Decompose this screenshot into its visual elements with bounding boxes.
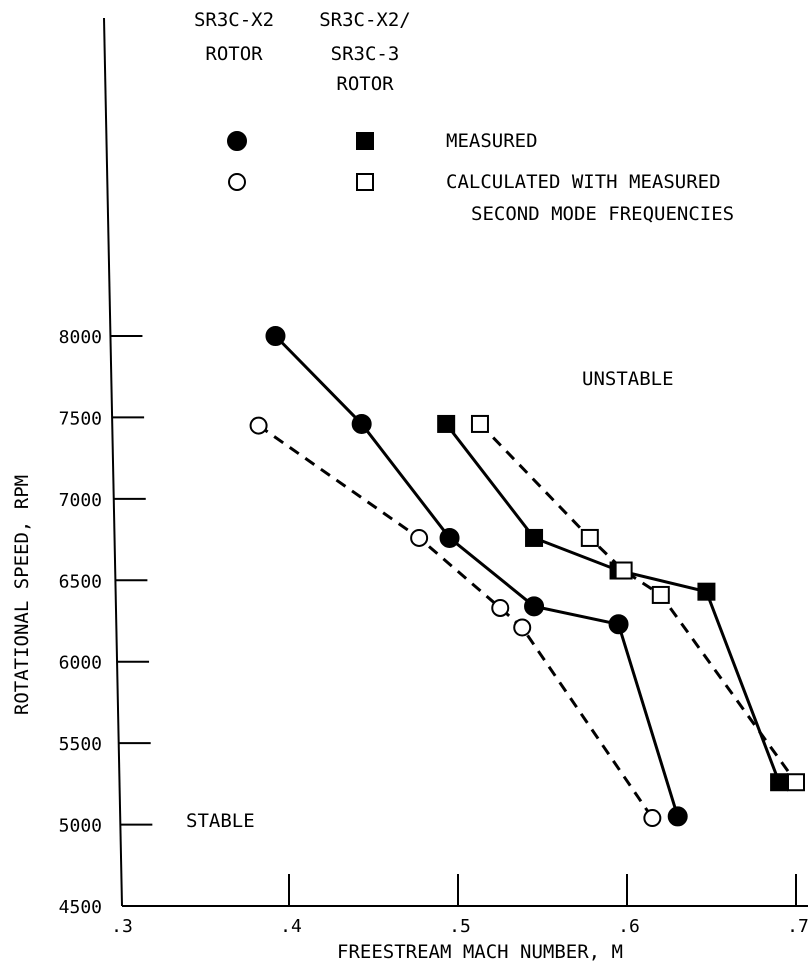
x-tick-label: .4 xyxy=(280,916,302,937)
legend-filled-circle-marker xyxy=(227,131,247,151)
annotation-unstable: UNSTABLE xyxy=(582,368,674,390)
data-point-open-square xyxy=(787,773,805,792)
data-point-filled-square xyxy=(525,528,544,547)
y-tick-label: 7000 xyxy=(59,490,102,511)
legend-measured-label: MEASURED xyxy=(446,130,538,152)
series-line-filled-circle xyxy=(274,334,680,817)
annotation-stable: STABLE xyxy=(186,810,255,832)
x-tick-label: .6 xyxy=(618,916,640,937)
data-point-open-square xyxy=(651,585,670,604)
y-tick-label: 6000 xyxy=(59,653,102,674)
y-axis-label: ROTATIONAL SPEED, RPM xyxy=(11,475,33,715)
data-point-filled-square xyxy=(697,582,716,601)
legend-col1-header-line2: ROTOR xyxy=(205,43,263,65)
y-tick-label: 5500 xyxy=(59,734,102,755)
series-line-open-square xyxy=(478,422,798,784)
series-line-open-circle xyxy=(257,424,654,819)
legend-col2-header-line3: ROTOR xyxy=(336,73,394,95)
data-point-open-circle xyxy=(491,598,510,617)
series-filled-square xyxy=(437,414,789,792)
x-tick-label: .3 xyxy=(111,916,133,937)
data-point-open-circle xyxy=(643,809,662,828)
legend-calculated-label-line2: SECOND MODE FREQUENCIES xyxy=(471,203,734,225)
y-tick-label: 6500 xyxy=(59,571,102,592)
y-tick-label: 5000 xyxy=(59,816,102,837)
axes xyxy=(103,17,808,907)
y-ticks: 4500 5000 5500 6000 6500 7000 7500 8000 xyxy=(59,327,153,918)
y-axis-line xyxy=(103,17,123,907)
data-point-filled-circle xyxy=(524,596,545,617)
series-open-square xyxy=(470,414,805,792)
data-point-filled-circle xyxy=(667,806,688,827)
legend-col1-header-line1: SR3C-X2 xyxy=(194,9,274,31)
y-tick-label: 4500 xyxy=(59,897,102,918)
data-point-open-square xyxy=(470,414,489,433)
data-point-filled-square xyxy=(437,414,456,433)
x-axis-label: FREESTREAM MACH NUMBER, M xyxy=(337,941,623,963)
x-tick-label: .7 xyxy=(787,916,809,937)
legend-col2-header-line2: SR3C-3 xyxy=(331,43,400,65)
data-point-open-circle xyxy=(513,618,532,637)
data-point-open-square xyxy=(580,528,599,547)
series-open-circle xyxy=(249,416,662,828)
x-ticks: .3 .4 .5 .6 .7 xyxy=(111,874,809,937)
data-point-open-circle xyxy=(410,528,429,547)
series-filled-circle xyxy=(265,326,688,827)
data-point-filled-circle xyxy=(608,614,629,635)
y-tick-label: 8000 xyxy=(59,327,102,348)
data-point-open-square xyxy=(614,561,633,580)
y-tick-label: 7500 xyxy=(59,408,102,429)
legend-open-square-marker xyxy=(356,173,374,191)
data-point-filled-circle xyxy=(439,527,460,548)
series-layer xyxy=(249,326,805,828)
x-tick-label: .5 xyxy=(449,916,471,937)
legend-filled-square-marker xyxy=(356,132,374,150)
legend-open-circle-marker xyxy=(228,173,246,191)
legend: SR3C-X2 ROTOR SR3C-X2/ SR3C-3 ROTOR MEAS… xyxy=(194,9,734,225)
data-point-open-circle xyxy=(249,416,268,435)
legend-calculated-label-line1: CALCULATED WITH MEASURED xyxy=(446,171,721,193)
data-point-filled-circle xyxy=(351,413,372,434)
legend-col2-header-line1: SR3C-X2/ xyxy=(319,9,411,31)
data-point-filled-square xyxy=(770,773,789,792)
data-point-filled-circle xyxy=(265,326,286,346)
